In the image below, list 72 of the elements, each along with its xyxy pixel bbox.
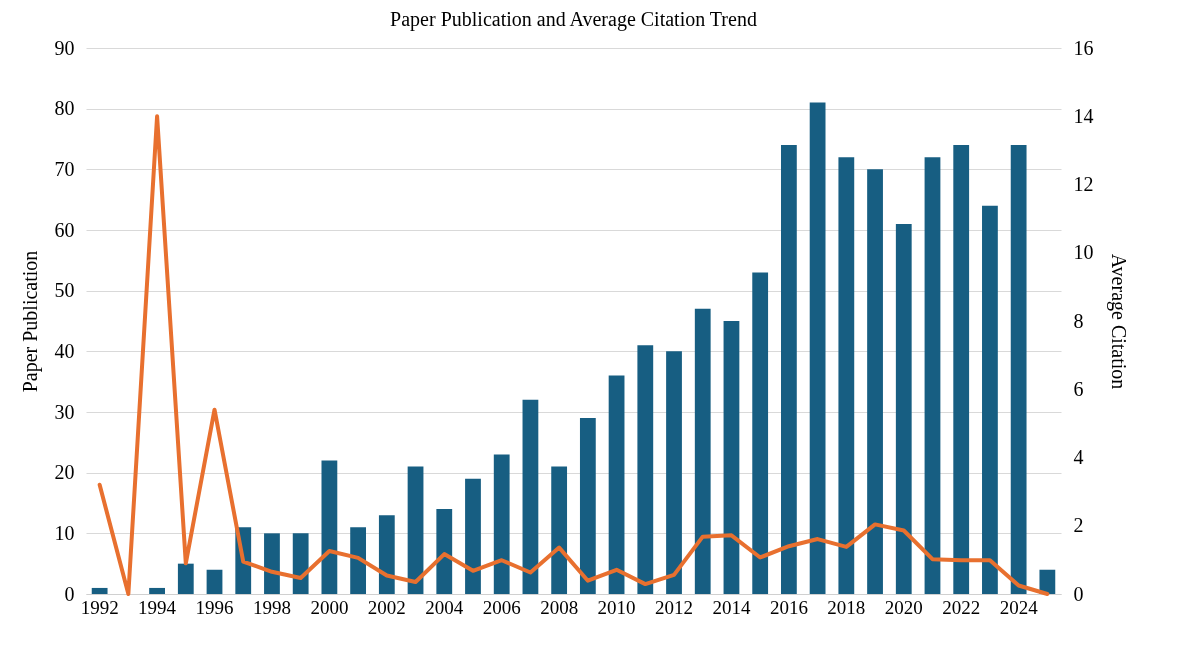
x-tick-label: 2022 <box>942 596 981 618</box>
bar <box>321 460 338 594</box>
x-tick-label: 2006 <box>482 596 521 618</box>
bar <box>579 418 596 594</box>
y2-tick-label: 8 <box>1073 309 1084 332</box>
bar <box>91 587 108 594</box>
bar <box>407 466 424 594</box>
x-tick-label: 2010 <box>597 596 636 618</box>
x-tick-label: 1996 <box>195 596 234 618</box>
bar <box>666 351 682 594</box>
x-tick-label: 2012 <box>655 596 694 618</box>
y-tick-label: 10 <box>54 521 75 544</box>
bar <box>206 569 223 594</box>
bar <box>780 145 797 594</box>
x-tick-label: 2002 <box>367 596 406 618</box>
x-tick-label: 2014 <box>712 596 751 618</box>
bar <box>637 345 654 594</box>
bar <box>436 509 453 594</box>
y-tick-label: 40 <box>54 339 75 362</box>
bar <box>1010 145 1027 594</box>
bar <box>895 223 912 594</box>
bar <box>924 157 941 594</box>
y2-tick-label: 6 <box>1073 377 1084 400</box>
bar <box>493 454 510 594</box>
x-tick-label: 2024 <box>999 596 1039 618</box>
x-tick-label: 2018 <box>827 596 866 618</box>
x-tick-label: 2008 <box>540 596 579 618</box>
x-tick-label: 2020 <box>884 596 923 618</box>
x-tick-label: 1992 <box>80 596 119 618</box>
y-tick-label: 80 <box>54 97 75 120</box>
y2-tick-label: 12 <box>1073 173 1094 195</box>
bar <box>149 587 165 594</box>
bar <box>378 515 395 594</box>
bar <box>838 157 855 594</box>
chart-title: Paper Publication and Average Citation Trend <box>390 8 757 31</box>
x-tick-label: 1994 <box>138 596 177 618</box>
y2-tick-label: 14 <box>1073 104 1094 127</box>
y-tick-label: 30 <box>54 400 75 423</box>
bar <box>551 466 568 594</box>
bar <box>982 205 998 594</box>
bar <box>867 169 883 594</box>
bar <box>264 533 280 594</box>
x-tick-label: 2000 <box>310 596 349 618</box>
y-tick-label: 70 <box>54 157 75 180</box>
y-tick-label: 20 <box>54 461 75 484</box>
bar <box>723 321 740 594</box>
bar <box>177 563 194 594</box>
y2-tick-label: 16 <box>1073 36 1094 59</box>
x-tick-label: 2004 <box>425 596 464 618</box>
bar <box>953 145 970 594</box>
bar <box>465 478 481 594</box>
y-tick-label: 60 <box>54 218 75 241</box>
bar <box>350 527 367 594</box>
y-tick-label: 0 <box>64 582 75 605</box>
y2-tick-label: 10 <box>1073 241 1094 264</box>
bar <box>1039 569 1056 594</box>
y2-tick-label: 2 <box>1073 514 1084 537</box>
bar <box>608 375 625 594</box>
y-axis-title: Paper Publication <box>18 250 42 393</box>
y-tick-label: 90 <box>54 36 75 59</box>
bar <box>809 102 826 594</box>
bar <box>292 533 309 594</box>
bar <box>694 308 711 594</box>
x-tick-label: 2016 <box>769 596 808 618</box>
y2-tick-label: 4 <box>1073 446 1084 468</box>
bar <box>752 272 769 594</box>
line-series <box>97 114 1050 596</box>
y2-axis-title: Average Citation <box>1106 253 1130 390</box>
y-tick-label: 50 <box>54 279 75 302</box>
bar <box>522 399 539 594</box>
x-tick-label: 1998 <box>252 596 291 618</box>
y2-tick-label: 0 <box>1073 582 1084 605</box>
